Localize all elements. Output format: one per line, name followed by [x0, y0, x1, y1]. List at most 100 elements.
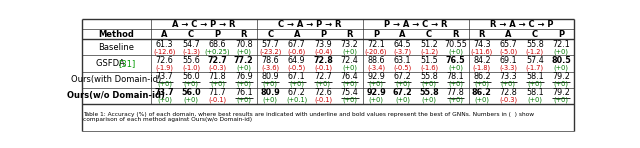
- Text: (+0.25): (+0.25): [205, 48, 230, 54]
- Text: 72.6: 72.6: [314, 88, 332, 97]
- Text: 72.7: 72.7: [314, 72, 332, 81]
- Text: 88.6: 88.6: [367, 56, 385, 65]
- Text: 64.9: 64.9: [288, 56, 305, 65]
- Text: 72.1: 72.1: [552, 40, 570, 49]
- Text: 57.4: 57.4: [526, 56, 543, 65]
- Text: (-3.7): (-3.7): [394, 48, 412, 54]
- Text: Baseline: Baseline: [99, 43, 134, 52]
- Text: (+0): (+0): [422, 96, 436, 103]
- Text: (+0): (+0): [342, 80, 357, 87]
- Text: (+0): (+0): [342, 64, 357, 71]
- Text: 76.5: 76.5: [445, 56, 465, 65]
- Text: (-23.2): (-23.2): [259, 48, 282, 54]
- Text: 86.2: 86.2: [472, 88, 492, 97]
- Text: (+0): (+0): [184, 80, 198, 87]
- Text: (+0): (+0): [527, 80, 542, 87]
- Text: (-1.7): (-1.7): [525, 64, 544, 71]
- Text: P: P: [214, 30, 220, 39]
- Text: 76.4: 76.4: [341, 72, 358, 81]
- Text: (+0): (+0): [554, 80, 569, 87]
- Text: (-11.6): (-11.6): [471, 48, 493, 54]
- Text: (-0.1): (-0.1): [314, 64, 332, 71]
- Text: 58.1: 58.1: [526, 88, 543, 97]
- Text: 77.2: 77.2: [234, 56, 253, 65]
- Text: (+0): (+0): [474, 96, 490, 103]
- Text: (+0): (+0): [263, 80, 278, 87]
- Text: 72.1: 72.1: [367, 40, 385, 49]
- Text: C: C: [532, 30, 538, 39]
- Text: 68.6: 68.6: [209, 40, 226, 49]
- Text: 78.6: 78.6: [262, 56, 279, 65]
- Text: (+0): (+0): [395, 80, 410, 87]
- Text: A: A: [399, 30, 406, 39]
- Text: C: C: [268, 30, 273, 39]
- Text: 86.2: 86.2: [473, 72, 491, 81]
- Text: (+0): (+0): [236, 96, 252, 103]
- Text: 56.0: 56.0: [182, 72, 200, 81]
- Text: 70.8: 70.8: [235, 40, 253, 49]
- Text: (+0): (+0): [422, 80, 436, 87]
- Text: (+0): (+0): [263, 96, 278, 103]
- Text: Method: Method: [99, 30, 134, 39]
- Text: (-0.5): (-0.5): [287, 64, 306, 71]
- Text: 73.2: 73.2: [340, 40, 358, 49]
- Text: 92.9: 92.9: [366, 88, 386, 97]
- Text: P → A → C → R: P → A → C → R: [384, 20, 447, 29]
- Text: 57.7: 57.7: [261, 40, 279, 49]
- Text: P: P: [373, 30, 379, 39]
- Text: (+0): (+0): [448, 64, 463, 71]
- Text: R: R: [479, 30, 485, 39]
- Text: 84.2: 84.2: [473, 56, 491, 65]
- Text: C: C: [426, 30, 432, 39]
- Text: (+0): (+0): [448, 96, 463, 103]
- Text: (-0.1): (-0.1): [314, 96, 332, 103]
- Text: R: R: [241, 30, 247, 39]
- Text: 72.4: 72.4: [340, 56, 358, 65]
- Text: R: R: [346, 30, 353, 39]
- Text: 69.1: 69.1: [500, 56, 517, 65]
- Text: 72.8: 72.8: [499, 88, 517, 97]
- Text: (+0): (+0): [369, 96, 383, 103]
- Text: (+0): (+0): [554, 96, 569, 103]
- Text: 74.3: 74.3: [473, 40, 491, 49]
- Text: A → C → P → R: A → C → P → R: [172, 20, 236, 29]
- Text: 56.0: 56.0: [181, 88, 201, 97]
- Text: (-12.6): (-12.6): [154, 48, 176, 54]
- Text: (-1.8): (-1.8): [473, 64, 491, 71]
- Text: 63.1: 63.1: [394, 56, 412, 65]
- Text: (-1.9): (-1.9): [156, 64, 173, 71]
- Text: A: A: [294, 30, 300, 39]
- Text: 70.55: 70.55: [444, 40, 467, 49]
- Text: 51.5: 51.5: [420, 56, 438, 65]
- Text: 71.7: 71.7: [209, 88, 227, 97]
- Text: 76.1: 76.1: [235, 88, 253, 97]
- Text: (-0.5): (-0.5): [394, 64, 412, 71]
- Text: (+0): (+0): [474, 80, 490, 87]
- Text: C → A → P → R: C → A → P → R: [278, 20, 342, 29]
- Text: (+0): (+0): [369, 80, 383, 87]
- Text: 55.6: 55.6: [182, 56, 200, 65]
- Text: 64.5: 64.5: [394, 40, 412, 49]
- Text: (+0): (+0): [448, 48, 463, 54]
- Text: 80.9: 80.9: [260, 88, 280, 97]
- Text: (+0): (+0): [501, 80, 516, 87]
- Text: 73.7: 73.7: [155, 88, 174, 97]
- Text: 80.9: 80.9: [262, 72, 279, 81]
- Text: Table 1: Accuracy (%) of each domain, where best results are indicated with unde: Table 1: Accuracy (%) of each domain, wh…: [83, 112, 534, 117]
- Text: 80.5: 80.5: [551, 56, 571, 65]
- Text: (-5.0): (-5.0): [499, 48, 518, 54]
- Text: (-3.4): (-3.4): [367, 64, 385, 71]
- Text: (-1.3): (-1.3): [182, 48, 200, 54]
- Text: 58.1: 58.1: [526, 72, 543, 81]
- Text: 71.8: 71.8: [209, 72, 226, 81]
- Text: (-0.1): (-0.1): [209, 96, 227, 103]
- Text: C: C: [188, 30, 194, 39]
- Text: (-1.2): (-1.2): [420, 48, 438, 54]
- Text: (+0): (+0): [184, 96, 198, 103]
- Text: (+0): (+0): [236, 48, 252, 54]
- Text: (+0): (+0): [448, 80, 463, 87]
- Text: (-0.3): (-0.3): [209, 64, 227, 71]
- Text: 55.8: 55.8: [419, 88, 439, 97]
- Text: (+0): (+0): [395, 96, 410, 103]
- Text: (+0): (+0): [527, 96, 542, 103]
